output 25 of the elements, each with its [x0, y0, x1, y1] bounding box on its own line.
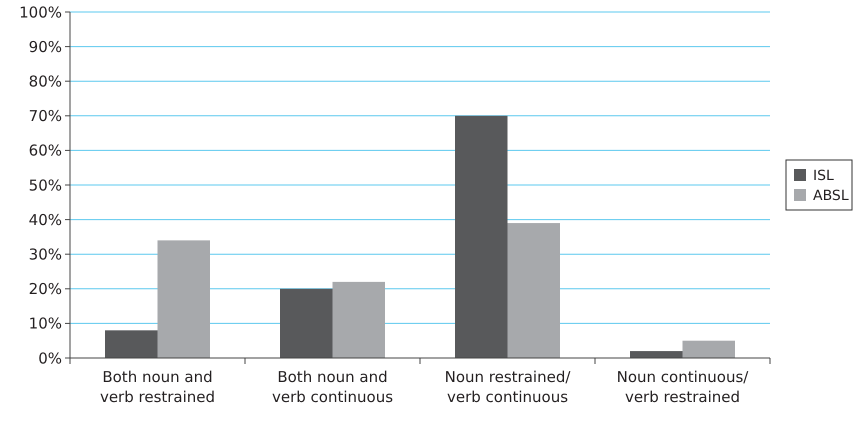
x-tick-label: Both noun and verb continuous	[272, 368, 394, 406]
x-tick-label: Noun restrained/ verb continuous	[444, 368, 572, 406]
y-tick-label: 90%	[28, 38, 62, 56]
y-tick-label: 0%	[38, 349, 62, 368]
bar	[682, 340, 735, 358]
bar	[332, 282, 385, 358]
x-tick-label: Noun continuous/ verb restrained	[616, 368, 750, 406]
bar	[455, 116, 508, 358]
y-tick-label: 60%	[28, 142, 62, 160]
bar	[105, 330, 158, 358]
y-tick-label: 10%	[28, 314, 62, 333]
y-tick-label: 30%	[28, 245, 62, 264]
bar	[158, 240, 210, 358]
bar	[630, 351, 682, 358]
y-tick-label: 50%	[28, 176, 62, 194]
y-tick-label: 80%	[28, 72, 62, 90]
legend-label: ABSL	[813, 188, 849, 204]
bar	[508, 223, 560, 358]
legend-label: ISL	[813, 168, 834, 184]
y-tick-label: 70%	[28, 107, 62, 126]
y-tick-label: 20%	[28, 280, 62, 298]
y-tick-label: 100%	[19, 3, 62, 22]
bar	[280, 288, 332, 358]
y-tick-label: 40%	[28, 210, 62, 229]
x-tick-label: Both noun and verb restrained	[100, 368, 216, 406]
